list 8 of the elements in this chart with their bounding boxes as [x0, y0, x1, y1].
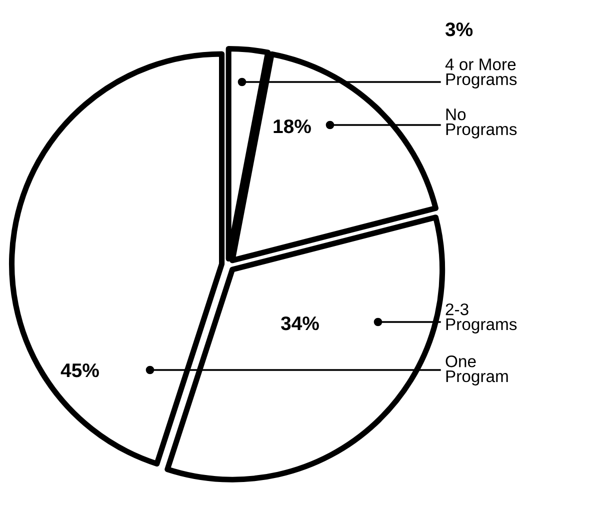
- slice-label: One Program: [446, 355, 508, 386]
- data-label: 18%: [274, 119, 311, 134]
- data-label: 34%: [280, 316, 319, 330]
- data-label: 3%: [445, 22, 473, 36]
- slice-label: 2-3 Programs: [446, 303, 517, 334]
- slice-label: No Programs: [446, 108, 517, 138]
- slice-label: 4 or More Programs: [445, 58, 517, 88]
- data-label: 45%: [60, 364, 99, 378]
